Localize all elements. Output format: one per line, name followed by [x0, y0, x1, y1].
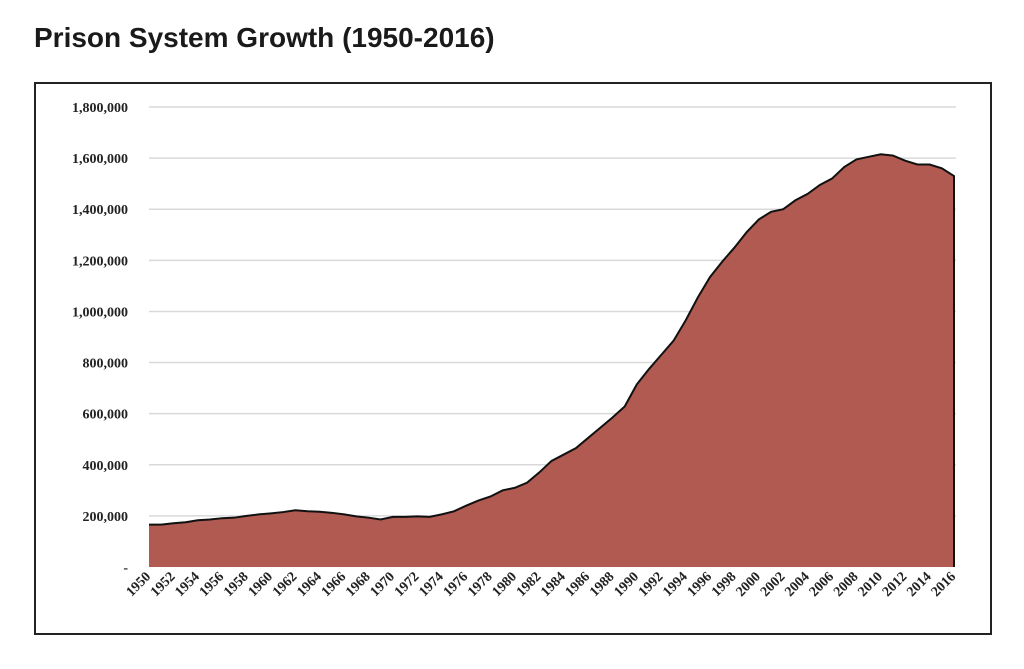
y-tick-label: 1,400,000	[72, 203, 128, 218]
x-tick-label: 1970	[368, 569, 398, 599]
x-tick-label: 1988	[587, 569, 617, 599]
x-tick-label: 1976	[441, 569, 471, 599]
x-tick-label: 2010	[856, 569, 886, 599]
y-tick-label: 800,000	[83, 357, 129, 372]
x-axis-ticks: 1950195219541956195819601962196419661968…	[124, 569, 959, 599]
chart-frame: - 200,000 400,000 600,000 800,000 1,000,000 1,…	[34, 82, 992, 635]
x-tick-label: 1956	[197, 569, 227, 599]
x-tick-label: 1974	[416, 569, 446, 599]
y-axis-ticks: - 200,000 400,000 600,000 800,000 1,000,000 1,…	[72, 101, 128, 576]
y-tick-label: 200,000	[83, 510, 129, 525]
x-tick-label: 2008	[831, 569, 861, 599]
area-outline	[149, 153, 955, 567]
x-tick-label: 1968	[343, 569, 373, 599]
x-tick-label: 1992	[636, 569, 666, 599]
y-tick-label: 1,200,000	[72, 254, 128, 269]
x-tick-label: 1954	[172, 569, 202, 599]
x-tick-label: 1960	[246, 569, 276, 599]
x-tick-label: 1952	[148, 569, 178, 599]
x-tick-label: 1982	[514, 569, 544, 599]
y-tick-label: 600,000	[83, 408, 129, 423]
y-tick-label: 400,000	[83, 459, 129, 474]
x-tick-label: 1990	[612, 569, 642, 599]
chart-title: Prison System Growth (1950-2016)	[34, 22, 495, 53]
x-tick-label: 1998	[709, 569, 739, 599]
x-tick-label: 1964	[294, 569, 324, 599]
x-tick-label: 1996	[685, 569, 715, 599]
x-tick-label: 1984	[538, 569, 568, 599]
y-tick-label: 1,600,000	[72, 152, 128, 167]
area-chart: - 200,000 400,000 600,000 800,000 1,000,000 1,…	[72, 101, 959, 600]
x-tick-label: 2012	[880, 569, 910, 599]
x-tick-label: 1994	[660, 569, 690, 599]
area-fill	[149, 154, 954, 567]
x-tick-label: 1950	[124, 569, 154, 599]
y-tick-label: -	[123, 561, 128, 576]
x-tick-label: 1962	[270, 569, 300, 599]
x-tick-label: 2002	[758, 569, 788, 599]
x-tick-label: 1966	[319, 569, 349, 599]
y-tick-label: 1,800,000	[72, 101, 128, 116]
area-series	[149, 153, 955, 567]
y-tick-label: 1,000,000	[72, 305, 128, 320]
x-tick-label: 1980	[490, 569, 520, 599]
x-tick-label: 1972	[392, 569, 422, 599]
x-tick-label: 1986	[563, 569, 593, 599]
x-tick-label: 1978	[465, 569, 495, 599]
x-tick-label: 2014	[904, 569, 934, 599]
x-tick-label: 2000	[734, 569, 764, 599]
x-tick-label: 2006	[807, 569, 837, 599]
x-tick-label: 1958	[221, 569, 251, 599]
x-tick-label: 2016	[929, 569, 959, 599]
gridlines	[149, 106, 956, 517]
x-tick-label: 2004	[782, 569, 812, 599]
